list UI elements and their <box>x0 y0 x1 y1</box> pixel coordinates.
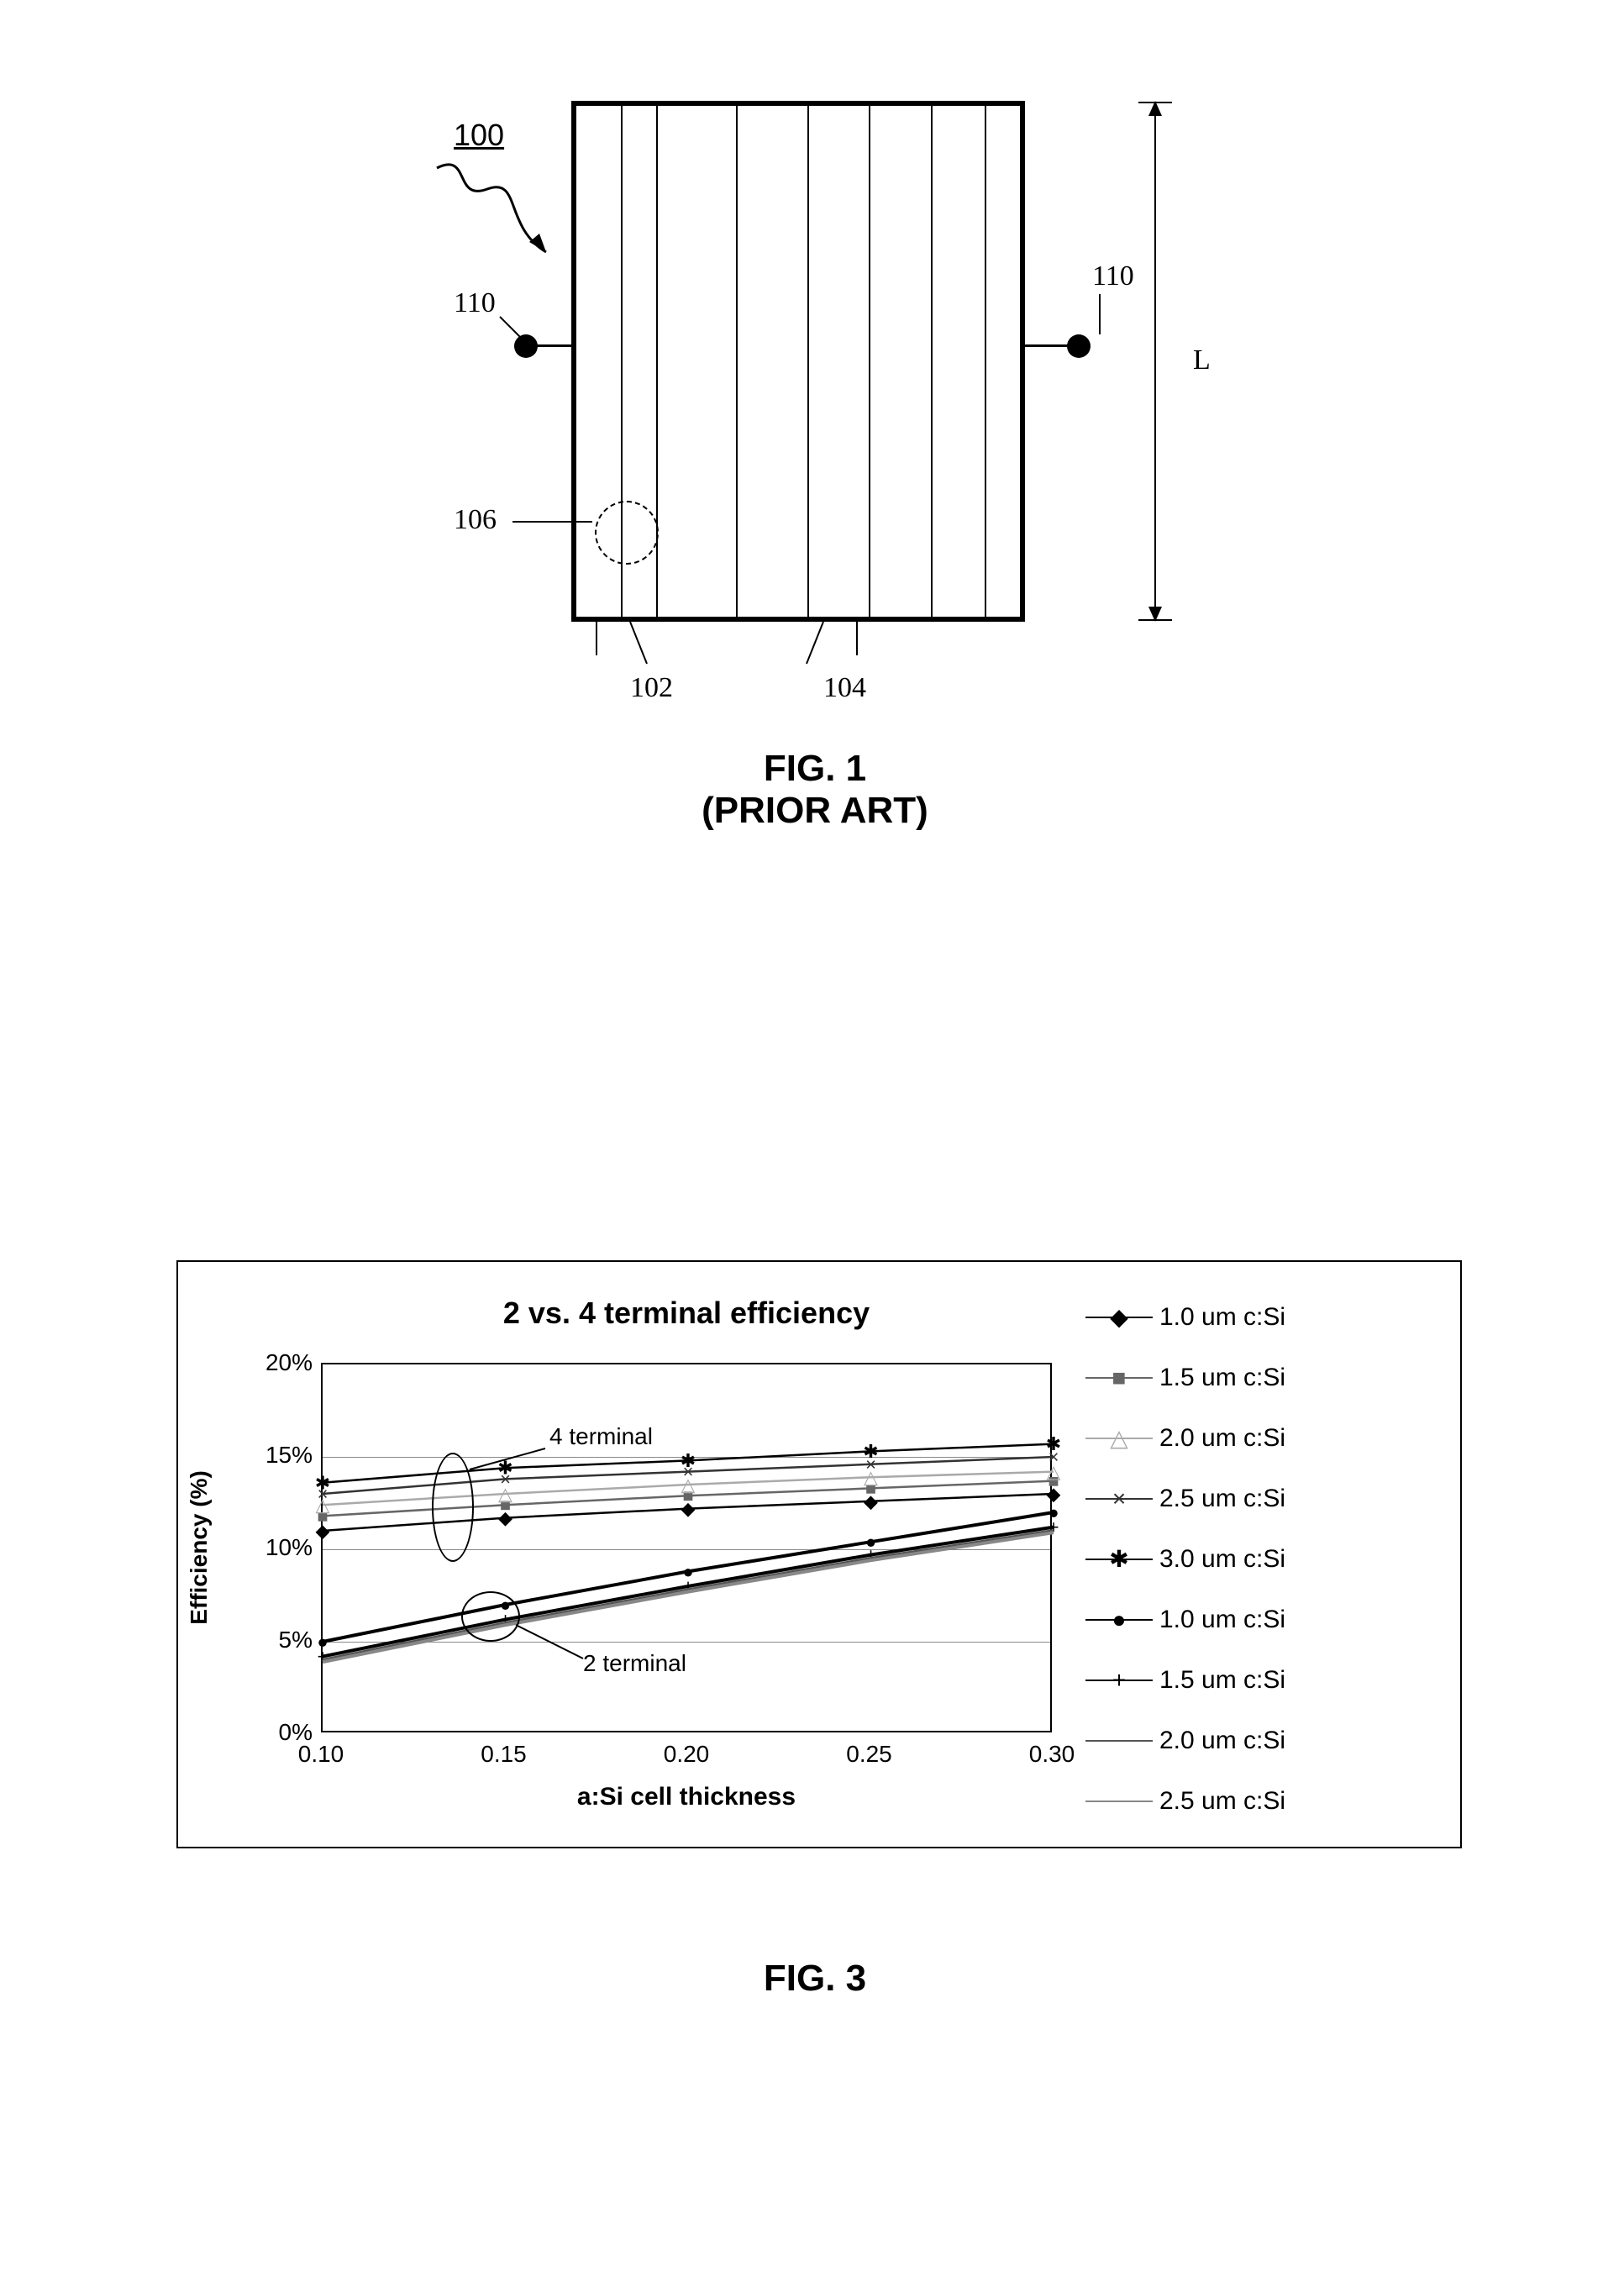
svg-text:✱: ✱ <box>681 1450 696 1471</box>
y-tick: 10% <box>229 1534 313 1561</box>
legend: ◆1.0 um c:Si■1.5 um c:Si△2.0 um c:Si×2.5… <box>1085 1287 1447 1832</box>
cell-vline <box>807 106 809 617</box>
y-tick: 20% <box>229 1349 313 1376</box>
dim-L-bracket <box>1134 101 1176 622</box>
plot-area: ◆◆◆◆◆■■■■■△△△△△×××××✱✱✱✱✱●●●●●+++++ 4 te… <box>321 1363 1052 1732</box>
legend-item: +1.5 um c:Si <box>1085 1650 1447 1711</box>
annot-2term: 2 terminal <box>583 1650 686 1677</box>
cell-vline <box>869 106 870 617</box>
x-tick: 0.10 <box>287 1741 355 1768</box>
ref-106-leader <box>512 521 592 523</box>
legend-label: 2.0 um c:Si <box>1159 1727 1285 1755</box>
legend-label: 2.5 um c:Si <box>1159 1485 1285 1513</box>
fig1-caption-line1: FIG. 1 <box>647 748 983 790</box>
ref-100-callout: 100 <box>420 126 588 260</box>
svg-text:✱: ✱ <box>863 1441 878 1462</box>
legend-item: ✱3.0 um c:Si <box>1085 1529 1447 1590</box>
x-tick: 0.30 <box>1018 1741 1085 1768</box>
fig3-caption: FIG. 3 <box>647 1958 983 2000</box>
terminal-right-dot <box>1067 334 1091 358</box>
legend-swatch: ✱ <box>1085 1543 1153 1576</box>
legend-item: △2.0 um c:Si <box>1085 1408 1447 1469</box>
legend-swatch: ■ <box>1085 1361 1153 1395</box>
fig1-diagram: 100 110 110 106 102 <box>403 101 1243 790</box>
fig3-caption-text: FIG. 3 <box>647 1958 983 2000</box>
x-tick: 0.25 <box>836 1741 903 1768</box>
cell-vline <box>736 106 738 617</box>
legend-swatch: + <box>1085 1664 1153 1697</box>
legend-label: 2.0 um c:Si <box>1159 1424 1285 1453</box>
legend-item: ●1.0 um c:Si <box>1085 1590 1447 1650</box>
svg-text:+: + <box>318 1646 328 1667</box>
x-axis-label: a:Si cell thickness <box>321 1783 1052 1811</box>
legend-swatch: △ <box>1085 1422 1153 1455</box>
ref-104-label: 104 <box>823 672 866 704</box>
legend-item: 2.0 um c:Si <box>1085 1711 1447 1771</box>
x-tick: 0.20 <box>653 1741 720 1768</box>
legend-label: 2.5 um c:Si <box>1159 1787 1285 1816</box>
legend-swatch <box>1085 1724 1153 1758</box>
dim-L-label: L <box>1193 344 1211 376</box>
legend-swatch: ◆ <box>1085 1301 1153 1334</box>
legend-item: ■1.5 um c:Si <box>1085 1348 1447 1408</box>
y-axis-label: Efficiency (%) <box>186 1470 213 1625</box>
cell-vline <box>985 106 986 617</box>
ref-100-arrow <box>420 143 588 286</box>
ref-110-right-leader <box>1099 294 1101 334</box>
y-tick: 15% <box>229 1442 313 1469</box>
page: 100 110 110 106 102 <box>0 0 1624 2292</box>
legend-swatch: ● <box>1085 1603 1153 1637</box>
annot-4term: 4 terminal <box>549 1423 653 1450</box>
legend-item: ◆1.0 um c:Si <box>1085 1287 1447 1348</box>
legend-label: 1.5 um c:Si <box>1159 1364 1285 1392</box>
legend-label: 3.0 um c:Si <box>1159 1545 1285 1574</box>
ref-110-right: 110 <box>1092 260 1134 292</box>
y-tick: 5% <box>229 1627 313 1653</box>
ellipse-2term <box>461 1591 520 1642</box>
chart-frame: 2 vs. 4 terminal efficiency ◆◆◆◆◆■■■■■△△… <box>176 1260 1462 1848</box>
ellipse-4term <box>432 1453 474 1562</box>
ref-102-label: 102 <box>630 672 673 704</box>
cell-rectangle <box>571 101 1025 622</box>
series-lines: ◆◆◆◆◆■■■■■△△△△△×××××✱✱✱✱✱●●●●●+++++ <box>323 1364 1054 1734</box>
x-tick: 0.15 <box>470 1741 538 1768</box>
cell-vline <box>931 106 933 617</box>
svg-text:✱: ✱ <box>1046 1433 1061 1454</box>
legend-item: 2.5 um c:Si <box>1085 1771 1447 1832</box>
fig3-chart: 2 vs. 4 terminal efficiency ◆◆◆◆◆■■■■■△△… <box>176 1260 1462 1899</box>
svg-text:✱: ✱ <box>315 1472 330 1493</box>
chart-title: 2 vs. 4 terminal efficiency <box>321 1296 1052 1331</box>
fig1-caption-line2: (PRIOR ART) <box>647 790 983 832</box>
terminal-right-lead <box>1025 344 1071 347</box>
legend-item: ×2.5 um c:Si <box>1085 1469 1447 1529</box>
fig1-caption: FIG. 1 (PRIOR ART) <box>647 748 983 832</box>
legend-label: 1.5 um c:Si <box>1159 1666 1285 1695</box>
leader-4term <box>470 1444 562 1478</box>
ref-106-circle <box>595 501 659 565</box>
legend-label: 1.0 um c:Si <box>1159 1606 1285 1634</box>
ref-110-left-leader <box>496 313 529 346</box>
legend-swatch <box>1085 1785 1153 1818</box>
legend-swatch: × <box>1085 1482 1153 1516</box>
legend-label: 1.0 um c:Si <box>1159 1303 1285 1332</box>
ref-110-left: 110 <box>454 287 496 319</box>
ref-106-label: 106 <box>454 504 497 536</box>
